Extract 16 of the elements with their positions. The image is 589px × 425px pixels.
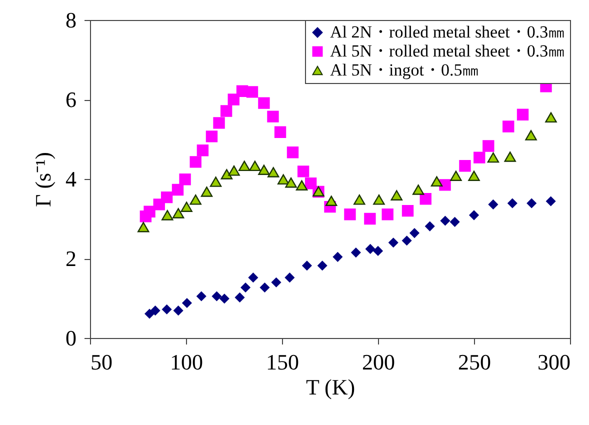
x-axis-title: T (K): [306, 374, 356, 400]
legend-label: Al 5N・rolled metal sheet・0.3㎜: [330, 42, 566, 60]
x-tick-label: 50: [90, 350, 112, 374]
x-tick-label: 250: [458, 350, 491, 374]
y-tick-label: 6: [66, 87, 76, 112]
legend-label: Al 5N・ingot・0.5㎜: [330, 60, 480, 80]
y-axis-title: Γ (s⁻¹): [30, 152, 56, 208]
x-tick-label: 100: [170, 350, 203, 374]
x-tick-label: 200: [362, 350, 395, 374]
x-tick-label: 300: [538, 350, 570, 374]
y-tick-label: 0: [66, 326, 76, 350]
y-tick-label: 2: [66, 246, 76, 271]
x-tick-label: 150: [266, 350, 299, 374]
y-tick-label: 4: [66, 166, 76, 192]
y-tick-label: 8: [66, 8, 76, 32]
legend-label: Al 2N・rolled metal sheet・0.3㎜: [330, 22, 566, 42]
